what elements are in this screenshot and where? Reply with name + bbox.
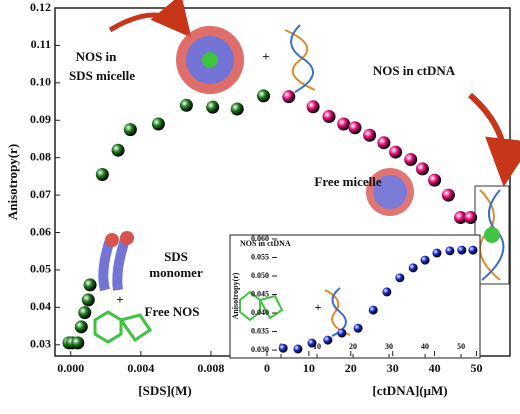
y-tick-label: 0.050 [251,271,269,280]
data-point [307,338,317,348]
annotation: + [116,292,123,307]
x-tick-label: 40 [421,342,429,351]
data-point [404,153,418,167]
annotation: SDS micelle [69,68,135,83]
data-point [278,343,288,353]
y-axis-label: Anisotropy(r) [5,144,20,220]
data-point [420,255,430,265]
data-point [293,344,303,354]
y-tick-label: 0.040 [251,308,269,317]
x-axis-label: [ctDNA](μM) [372,383,447,398]
x-tick-label: 0.004 [127,361,154,375]
data-point [123,123,137,137]
x-tick-label: 40 [429,361,441,375]
data-point [368,305,378,315]
annotation: NOS in ctDNA [373,63,456,78]
x-tick-label: 20 [349,342,357,351]
arrow [468,92,520,187]
inset-title: NOS in ctDNA [240,239,291,248]
data-point [389,145,403,159]
data-point [408,263,418,273]
y-axis-label: Anisotropy(r) [231,272,240,319]
data-point [282,90,296,104]
data-point [468,245,478,255]
y-tick-label: 0.045 [251,289,269,298]
illustrations [93,0,520,344]
annotation: monomer [149,265,203,280]
data-point [95,168,109,182]
data-point [363,128,377,142]
data-point [464,211,478,225]
arrow [108,0,192,38]
data-point [445,246,455,256]
data-point [179,98,193,112]
x-tick-label: 50 [470,361,482,375]
data-point [306,100,320,114]
y-tick-label: 0.04 [30,299,51,313]
data-point [323,335,333,345]
data-point [111,143,125,157]
data-point [382,287,392,297]
y-tick-label: 0.09 [30,112,51,126]
y-tick-label: 0.055 [251,252,269,261]
data-point [454,211,468,225]
y-tick-label: 0.060 [251,234,269,243]
y-tick-label: 0.030 [251,345,269,354]
data-point [206,100,220,114]
x-tick-label: 0.008 [197,361,224,375]
data-point [428,173,442,187]
x-tick-label: 0 [264,361,270,375]
data-point [74,320,88,334]
y-tick-label: 0.05 [30,262,51,276]
molecule [93,310,153,344]
data-point [348,121,362,135]
data-point [322,110,336,124]
data-point [256,89,270,103]
x-tick-label: 50 [457,342,465,351]
y-tick-label: 0.10 [30,75,51,89]
x-tick-label: 30 [387,361,399,375]
y-tick-label: 0.03 [30,337,51,351]
data-point [353,323,363,333]
data-point [377,136,391,150]
x-tick-label: 10 [303,361,315,375]
annotation: Free NOS [145,304,200,319]
y-tick-label: 0.06 [30,224,51,238]
monomer [98,231,134,292]
y-tick-label: 0.11 [31,37,51,51]
y-tick-label: 0.07 [30,187,51,201]
data-point [337,328,347,338]
y-tick-label: 0.035 [251,326,269,335]
data-point [78,306,92,320]
data-point [441,188,455,202]
annotation: SDS [164,249,188,264]
x-tick-label: 10 [313,342,321,351]
dna [284,24,510,285]
data-point [151,117,165,131]
y-tick-label: 0.08 [30,149,51,163]
data-point [71,336,85,350]
data-point [83,278,97,292]
annotation: + [315,300,322,314]
data-point [230,102,244,116]
data-point [457,245,467,255]
data-point [395,273,405,283]
y-tick-label: 0.12 [30,0,51,14]
data-point [81,293,95,307]
x-tick-label: 0.000 [57,361,84,375]
annotation: NOS in [76,49,118,64]
annotation: + [262,49,269,64]
x-tick-label: 20 [345,361,357,375]
x-tick-label: 30 [385,342,393,351]
micelle [366,168,414,216]
data-point [432,248,442,258]
x-axis-label: [SDS](M) [138,383,191,398]
annotation: Free micelle [314,174,381,189]
micelle [176,26,244,94]
data-point [337,117,351,131]
data-point [415,162,429,176]
